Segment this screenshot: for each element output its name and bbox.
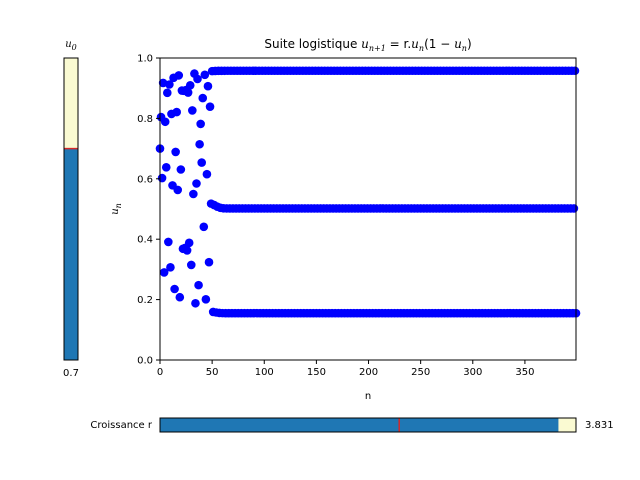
sequence-point (200, 70, 210, 80)
x-tick-label: 150 (307, 367, 326, 378)
sequence-point (183, 88, 193, 97)
sequence-point (202, 169, 212, 179)
sequence-point (174, 71, 184, 80)
sequence-point (166, 263, 175, 272)
x-tick-label: 250 (411, 367, 430, 378)
main-plot: 0 50 100 150 200 250 300 350 0.0 0.2 0.4 0.6 0.8 1.0… (110, 37, 581, 402)
sequence-point (198, 93, 208, 103)
y-tick-label: 0.8 (137, 114, 153, 125)
sequence-point (182, 246, 192, 255)
u0-slider[interactable]: u0 0.7 (63, 39, 79, 379)
r-slider[interactable]: Croissance r 3.831 (90, 417, 614, 433)
r-slider-frame (159, 417, 577, 433)
sequence-point (569, 204, 579, 213)
u0-slider-value: 0.7 (63, 368, 79, 379)
sequence-point (189, 189, 198, 199)
sequence-point (193, 74, 202, 84)
sequence-point (203, 81, 213, 91)
sequence-point (201, 294, 211, 304)
x-tick-label: 300 (463, 367, 482, 378)
sequence-point (205, 102, 215, 111)
sequence-point (195, 139, 204, 149)
u0-slider-frame (63, 57, 79, 361)
sequence-point (173, 185, 183, 195)
y-tick-label: 1.0 (137, 54, 153, 65)
sequence-point (171, 147, 180, 157)
sequence-point (163, 88, 172, 98)
sequence-point (191, 298, 200, 308)
y-tick-label: 0.4 (137, 235, 153, 246)
u0-slider-fill[interactable] (64, 148, 78, 360)
sequence-point (161, 162, 171, 172)
sequence-point (157, 173, 167, 183)
plot-frame (159, 57, 577, 361)
sequence-point (160, 117, 170, 127)
r-slider-value: 3.831 (585, 420, 614, 431)
y-tick-label: 0.0 (137, 356, 153, 367)
y-axis-ticks: 0.0 0.2 0.4 0.6 0.8 1.0 (137, 54, 160, 367)
sequence-point (172, 107, 181, 117)
x-tick-label: 350 (515, 367, 534, 378)
chart-title: Suite logistique un+1 = r.un(1 − un) (264, 37, 471, 53)
scatter-points (155, 66, 581, 318)
sequence-point (199, 222, 209, 232)
r-slider-label: Croissance r (90, 420, 152, 431)
x-tick-label: 200 (359, 367, 378, 378)
sequence-point (164, 237, 173, 247)
sequence-point (176, 165, 186, 174)
y-tick-label: 0.2 (137, 295, 153, 306)
sequence-point (192, 179, 201, 188)
x-tick-label: 100 (255, 367, 274, 378)
sequence-point (175, 292, 185, 302)
x-axis-label: n (365, 391, 371, 402)
u0-slider-label: u0 (65, 39, 77, 52)
x-tick-label: 0 (157, 367, 163, 378)
sequence-point (204, 257, 214, 267)
sequence-point (197, 158, 206, 167)
x-axis-ticks: 0 50 100 150 200 250 300 350 (157, 360, 534, 378)
sequence-point (194, 280, 203, 290)
sequence-point (186, 260, 196, 270)
sequence-point (165, 80, 174, 89)
sequence-point (188, 106, 197, 115)
sequence-point (184, 238, 194, 248)
sequence-point (185, 80, 195, 90)
y-tick-label: 0.6 (137, 174, 153, 185)
sequence-point (159, 268, 169, 277)
sequence-point (570, 66, 580, 76)
sequence-point (196, 119, 205, 129)
y-axis-label: un (110, 203, 123, 215)
r-slider-fill[interactable] (160, 418, 559, 432)
x-tick-label: 50 (206, 367, 219, 378)
sequence-point (170, 284, 179, 294)
